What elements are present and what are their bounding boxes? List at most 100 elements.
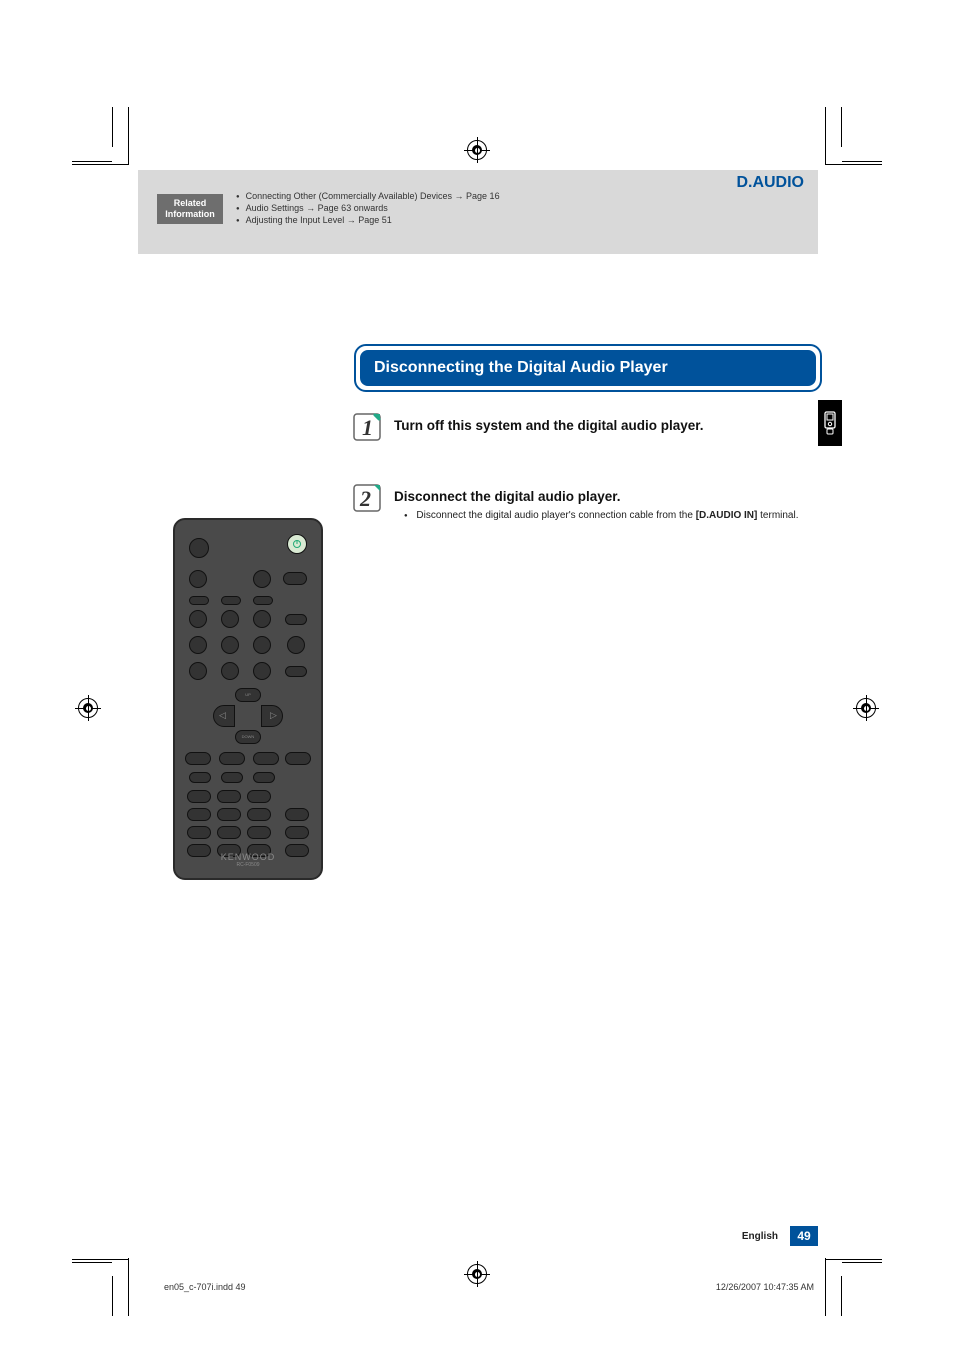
- remote-button: [221, 610, 239, 628]
- numpad-1: [187, 790, 211, 803]
- related-item: Connecting Other (Commercially Available…: [236, 191, 500, 201]
- remote-button: [285, 752, 311, 765]
- crop-mark: [128, 107, 129, 165]
- numpad-9: [247, 826, 271, 839]
- crop-mark: [841, 107, 842, 147]
- crop-mark: [826, 164, 882, 165]
- step-2-body: Disconnect the digital audio player's co…: [404, 510, 818, 521]
- print-metadata-line: en05_c-707i.indd 49 12/26/2007 10:47:35 …: [164, 1282, 814, 1292]
- remote-button: [285, 666, 307, 677]
- content-area: D.AUDIO Related Information Connecting O…: [138, 170, 818, 521]
- step-number-icon: 1: [352, 412, 382, 442]
- section-title: D.AUDIO: [736, 174, 804, 192]
- crop-mark: [841, 1276, 842, 1316]
- remote-button: [189, 772, 211, 783]
- bullet-bold: [D.AUDIO IN]: [696, 510, 758, 521]
- svg-text:2: 2: [359, 486, 371, 511]
- page: D.AUDIO Related Information Connecting O…: [0, 0, 954, 1350]
- numpad-6: [247, 808, 271, 821]
- crop-mark: [825, 1258, 826, 1316]
- related-list: Connecting Other (Commercially Available…: [236, 191, 500, 227]
- crop-mark: [128, 1258, 129, 1316]
- numpad-7: [187, 826, 211, 839]
- indd-timestamp: 12/26/2007 10:47:35 AM: [716, 1282, 814, 1292]
- crop-mark: [72, 1262, 112, 1263]
- instruction-column: Disconnecting the Digital Audio Player 1…: [354, 344, 818, 521]
- remote-button: [285, 614, 307, 625]
- crop-mark: [825, 107, 826, 165]
- bullet-text-suffix: terminal.: [757, 510, 798, 521]
- remote-button: [253, 636, 271, 654]
- registration-mark-icon: [467, 140, 487, 160]
- model-text: RC-F0509: [175, 862, 321, 868]
- main-body: UP DOWN ◁ ▷: [138, 254, 818, 521]
- dpad-up: UP: [235, 688, 261, 702]
- remote-illustration: UP DOWN ◁ ▷: [173, 518, 323, 880]
- remote-button: [189, 662, 207, 680]
- daudio-device-icon: [823, 411, 837, 435]
- section-heading: Disconnecting the Digital Audio Player: [360, 350, 816, 386]
- crop-mark: [72, 1259, 128, 1260]
- registration-mark-icon: [78, 698, 98, 718]
- crop-mark: [72, 164, 128, 165]
- power-button: [287, 534, 307, 554]
- crop-mark: [112, 1276, 113, 1316]
- dpad-right: ▷: [261, 705, 283, 727]
- remote-control: UP DOWN ◁ ▷: [173, 518, 323, 880]
- crop-mark: [72, 161, 112, 162]
- bullet-text: Disconnect the digital audio player's co…: [416, 510, 695, 521]
- remote-button: [185, 752, 211, 765]
- remote-button: [285, 826, 309, 839]
- related-line1: Related: [174, 198, 207, 208]
- remote-button: [253, 596, 273, 605]
- remote-button: [189, 636, 207, 654]
- crop-mark: [842, 161, 882, 162]
- dpad: UP DOWN ◁ ▷: [213, 688, 283, 744]
- remote-button: [189, 596, 209, 605]
- remote-button: [221, 636, 239, 654]
- step-2-title: Disconnect the digital audio player.: [394, 489, 818, 504]
- remote-button: [189, 570, 207, 588]
- numpad-8: [217, 826, 241, 839]
- step-2-bullet: Disconnect the digital audio player's co…: [404, 510, 818, 521]
- side-tab: [818, 400, 842, 446]
- numpad-3: [247, 790, 271, 803]
- remote-button: [221, 662, 239, 680]
- indd-filename: en05_c-707i.indd 49: [164, 1282, 246, 1292]
- related-item: Adjusting the Input Level → Page 51: [236, 215, 500, 225]
- related-information-tag: Related Information: [157, 194, 223, 224]
- page-number: 49: [790, 1226, 818, 1246]
- step-1-title: Turn off this system and the digital aud…: [394, 418, 818, 433]
- crop-mark: [826, 1259, 882, 1260]
- registration-mark-icon: [467, 1264, 487, 1284]
- heading-frame: Disconnecting the Digital Audio Player: [354, 344, 822, 392]
- crop-mark: [112, 107, 113, 147]
- remote-button: [285, 808, 309, 821]
- numpad-2: [217, 790, 241, 803]
- remote-button: [189, 610, 207, 628]
- remote-button: [253, 772, 275, 783]
- related-item: Audio Settings → Page 63 onwards: [236, 203, 500, 213]
- header-band: D.AUDIO Related Information Connecting O…: [138, 170, 818, 254]
- brand-text: KENWOOD: [221, 852, 276, 862]
- step-2: 2 Disconnect the digital audio player. D…: [354, 489, 818, 521]
- remote-brand: KENWOOD RC-F0509: [175, 852, 321, 868]
- numpad-5: [217, 808, 241, 821]
- dpad-left: ◁: [213, 705, 235, 727]
- registration-mark-icon: [856, 698, 876, 718]
- remote-button: [221, 596, 241, 605]
- remote-button: [221, 772, 243, 783]
- numpad-4: [187, 808, 211, 821]
- svg-text:1: 1: [362, 415, 373, 440]
- crop-mark: [842, 1262, 882, 1263]
- remote-button: [219, 752, 245, 765]
- remote-button: [189, 538, 209, 558]
- remote-button: [253, 752, 279, 765]
- language-label: English: [742, 1231, 778, 1242]
- step-number-icon: 2: [352, 483, 382, 513]
- remote-button: [283, 572, 307, 585]
- remote-button: [287, 636, 305, 654]
- remote-button: [253, 662, 271, 680]
- dpad-down: DOWN: [235, 730, 261, 744]
- related-line2: Information: [165, 209, 215, 219]
